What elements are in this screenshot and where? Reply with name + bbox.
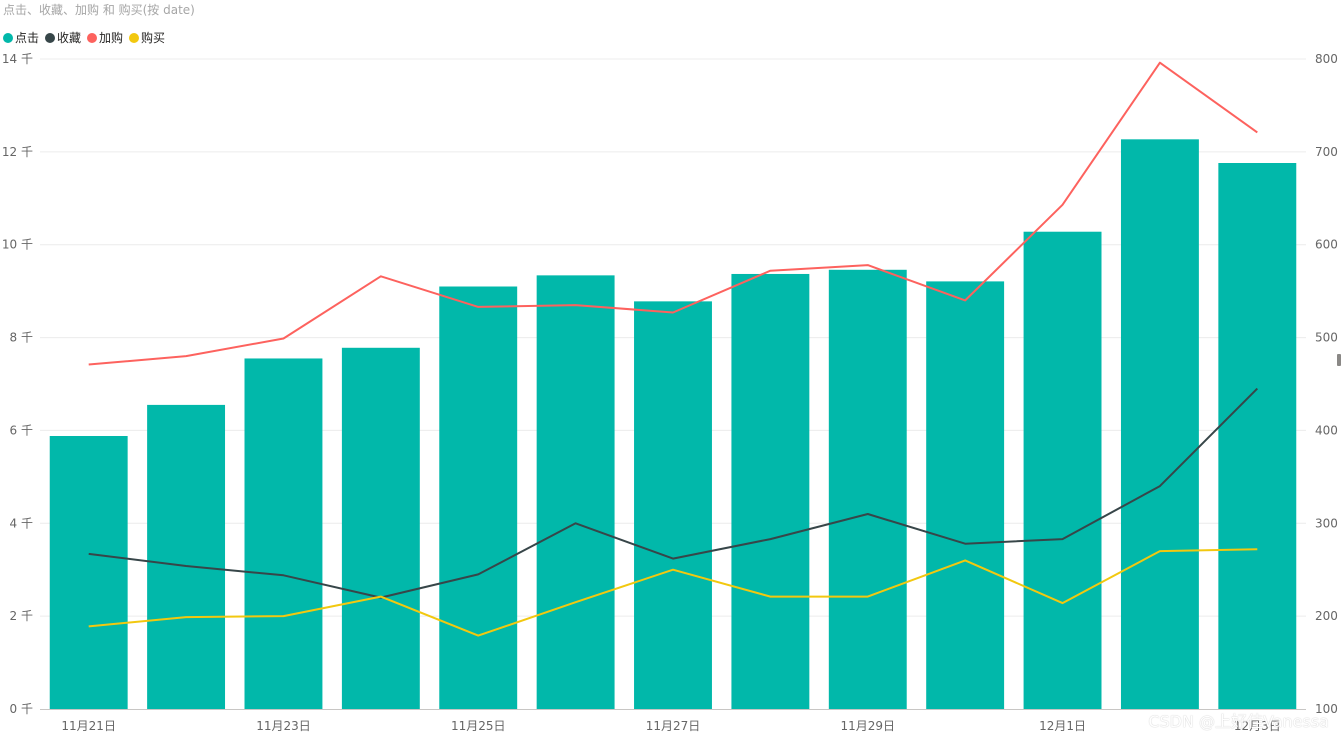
bar — [536, 275, 615, 709]
x-tick-label: 11月29日 — [840, 719, 895, 733]
legend-label: 点击 — [15, 31, 40, 45]
bar — [731, 273, 810, 709]
legend-dot-icon — [45, 32, 56, 43]
y-right-tick-label: 500 — [1315, 331, 1338, 345]
bar — [244, 358, 323, 709]
bar — [926, 281, 1005, 709]
x-tick-label: 11月27日 — [646, 719, 701, 733]
y-left-tick-label: 4 千 — [10, 516, 33, 530]
bar — [341, 347, 420, 709]
y-right-tick-label: 100 — [1315, 702, 1338, 716]
legend-dot-icon — [3, 32, 13, 43]
bar — [1120, 139, 1199, 710]
y-left-tick-label: 0 千 — [10, 702, 33, 716]
bar — [634, 301, 712, 709]
y-right-tick-label: 800 — [1315, 52, 1338, 66]
series-line — [88, 548, 1258, 637]
y-left-tick-label: 14 千 — [2, 52, 33, 66]
series-line — [88, 61, 1258, 366]
x-tick-label: 12月3日 — [1234, 719, 1281, 733]
x-tick-label: 11月25日 — [451, 719, 506, 733]
y-left-tick-label: 12 千 — [2, 145, 33, 159]
y-right-tick-label: 700 — [1315, 145, 1338, 159]
legend-label: 收藏 — [57, 31, 82, 45]
bar — [49, 436, 128, 709]
x-tick-label: 11月21日 — [61, 719, 116, 733]
resize-handle[interactable] — [1337, 354, 1341, 366]
legend-dot-icon — [129, 32, 140, 43]
legend-item-click[interactable]: 点击 — [3, 29, 39, 46]
bar — [1023, 231, 1102, 709]
legend-item-purchase[interactable]: 购买 — [129, 29, 165, 46]
y-right-tick-label: 600 — [1315, 238, 1338, 252]
legend-item-cart[interactable]: 加购 — [87, 29, 123, 46]
bar — [147, 404, 226, 709]
series-line — [88, 387, 1259, 599]
legend-item-favorite[interactable]: 收藏 — [45, 29, 81, 46]
bar — [1218, 163, 1297, 709]
bar — [828, 269, 907, 709]
y-left-tick-label: 6 千 — [10, 423, 33, 437]
y-left-tick-label: 2 千 — [10, 609, 33, 623]
x-tick-label: 11月23日 — [256, 719, 311, 733]
chart-title: 点击、收藏、加购 和 购买(按 date) — [3, 3, 195, 17]
y-right-tick-label: 300 — [1315, 516, 1338, 530]
y-left-tick-label: 8 千 — [10, 331, 33, 345]
watermark: CSDN @上好佳Vanessa — [1148, 712, 1329, 731]
bar — [439, 286, 518, 709]
y-left-tick-label: 10 千 — [2, 238, 33, 252]
legend-label: 加购 — [99, 31, 124, 45]
legend-dot-icon — [87, 32, 98, 43]
y-right-tick-label: 200 — [1315, 609, 1338, 623]
y-right-tick-label: 400 — [1315, 423, 1338, 437]
x-tick-label: 12月1日 — [1039, 719, 1086, 733]
legend: 点击 收藏 加购 购买 — [3, 29, 171, 46]
legend-label: 购买 — [141, 31, 166, 45]
